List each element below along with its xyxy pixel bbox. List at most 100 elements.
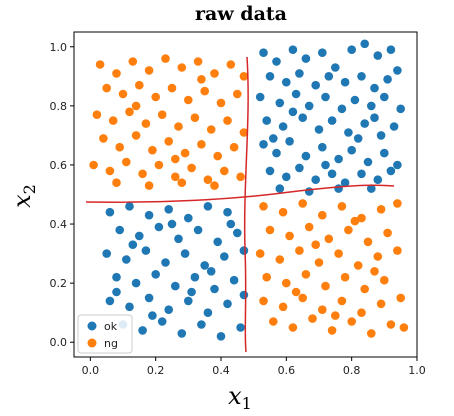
data-point-ok: [226, 219, 236, 229]
data-point-ng: [105, 166, 115, 176]
data-point-ok: [383, 75, 392, 84]
data-point-ok: [210, 284, 219, 294]
data-point-ok: [282, 77, 291, 87]
data-point-ok: [220, 252, 229, 261]
data-point-ok: [298, 113, 308, 122]
data-point-ng: [331, 311, 340, 320]
data-point-ng: [350, 216, 360, 226]
data-point-ok: [265, 166, 275, 176]
data-point-ok: [200, 261, 209, 270]
data-point-ok: [291, 89, 301, 99]
data-point-ng: [236, 172, 245, 182]
data-point-ok: [321, 160, 330, 170]
y-tick-label: 1.0: [50, 41, 68, 54]
data-point-ok: [393, 66, 402, 75]
data-point-ok: [259, 140, 268, 149]
data-point-ng: [396, 293, 406, 303]
data-point-ok: [167, 219, 177, 229]
data-point-ok: [272, 57, 281, 66]
x-tick-label: 0.8: [343, 364, 361, 377]
data-point-ok: [340, 178, 350, 187]
legend-ng-marker: [87, 338, 97, 348]
data-point-ok: [262, 116, 272, 125]
data-point-ok: [367, 101, 376, 111]
data-point-ng: [301, 270, 311, 279]
data-point-ok: [157, 317, 167, 326]
y-tick-label: 0.4: [50, 218, 68, 231]
data-point-ok: [360, 39, 370, 49]
data-point-ng: [122, 157, 131, 167]
x-tick-label: 0.2: [147, 364, 165, 377]
data-point-ng: [164, 137, 173, 146]
data-point-ok: [350, 95, 360, 105]
data-point-ng: [187, 163, 196, 173]
data-point-ok: [321, 92, 330, 102]
data-point-ok: [144, 293, 154, 303]
data-point-ok: [180, 249, 190, 258]
data-point-ng: [203, 175, 213, 184]
data-point-ok: [125, 202, 134, 211]
data-point-ok: [360, 119, 370, 128]
data-point-ng: [89, 160, 98, 170]
data-point-ok: [135, 231, 144, 241]
data-point-ng: [285, 231, 294, 241]
data-point-ok: [334, 154, 343, 164]
data-point-ng: [239, 128, 249, 137]
data-point-ok: [376, 131, 386, 140]
x-tick-label: 0.4: [212, 364, 230, 377]
data-point-ok: [327, 169, 337, 179]
series-ok-points: [102, 39, 406, 341]
data-point-ng: [295, 246, 304, 255]
data-point-ng: [353, 261, 363, 270]
data-point-ng: [324, 234, 334, 244]
data-point-ng: [399, 323, 409, 332]
data-point-ng: [148, 145, 157, 155]
data-point-ng: [380, 275, 389, 285]
data-point-ok: [213, 237, 222, 247]
data-point-ng: [138, 169, 147, 179]
data-point-ok: [177, 329, 187, 338]
data-point-ok: [370, 113, 379, 122]
data-point-ng: [373, 252, 383, 261]
data-point-ok: [128, 240, 138, 249]
data-point-ng: [334, 249, 343, 258]
data-point-ok: [203, 308, 213, 318]
data-point-ok: [151, 270, 160, 279]
data-point-ng: [177, 178, 187, 187]
data-point-ok: [353, 134, 363, 143]
data-point-ng: [206, 125, 216, 134]
x-axis-label: x1: [228, 382, 252, 413]
data-point-ok: [331, 63, 340, 72]
data-point-ng: [275, 255, 285, 264]
data-point-ng: [370, 267, 379, 276]
y-tick-label: 0.6: [50, 159, 68, 172]
data-point-ok: [288, 45, 298, 54]
data-point-ok: [380, 148, 389, 158]
y-axis-label-main: x: [8, 194, 36, 208]
data-point-ok: [275, 98, 285, 108]
data-point-ok: [272, 148, 281, 158]
data-point-ng: [197, 140, 206, 149]
data-point-ng: [278, 207, 288, 217]
data-point-ng: [171, 154, 180, 164]
data-point-ok: [275, 184, 285, 193]
data-point-ok: [216, 332, 226, 341]
data-point-ng: [376, 205, 386, 214]
data-point-ok: [311, 80, 321, 90]
data-point-ng: [229, 142, 239, 152]
data-point-ng: [360, 284, 370, 294]
data-point-ng: [167, 83, 177, 93]
data-point-ng: [108, 116, 118, 125]
data-point-ok: [380, 92, 389, 102]
data-point-ok: [318, 48, 327, 57]
data-point-ng: [367, 329, 376, 338]
data-point-ok: [295, 69, 304, 78]
data-point-ok: [259, 48, 268, 57]
data-point-ng: [259, 296, 268, 306]
data-point-ng: [288, 323, 298, 332]
data-point-ng: [393, 199, 402, 208]
data-point-ok: [105, 207, 115, 217]
data-point-ng: [102, 83, 111, 93]
data-point-ng: [386, 320, 396, 329]
